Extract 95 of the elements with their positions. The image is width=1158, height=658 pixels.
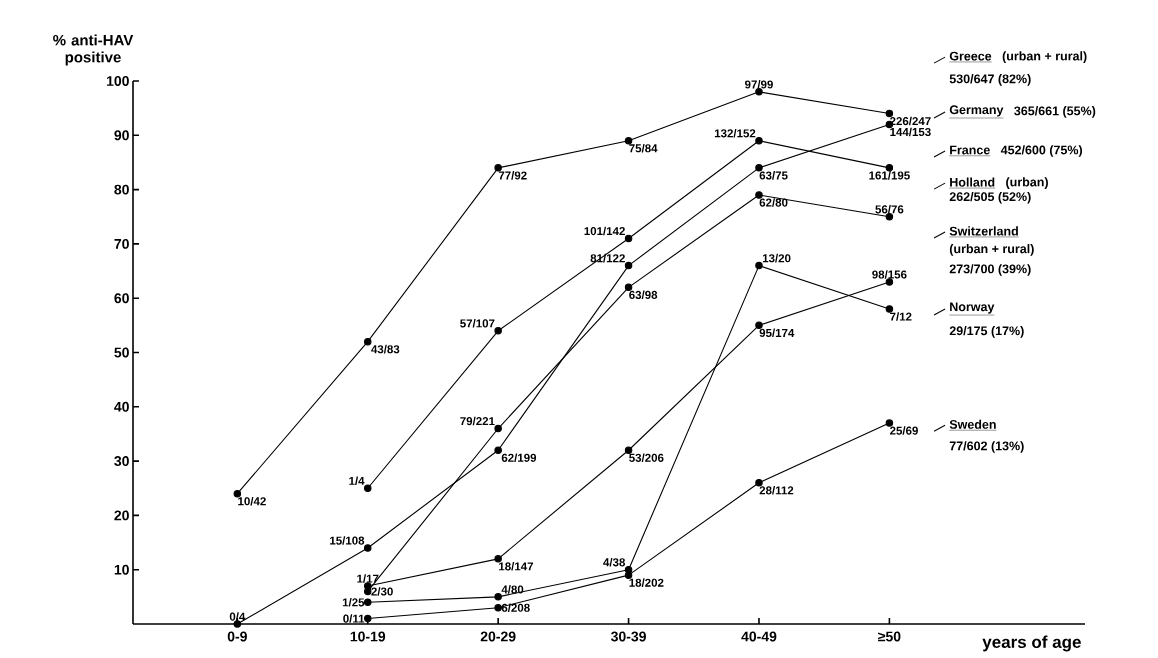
annotation: 144/153 xyxy=(890,127,931,137)
point xyxy=(885,419,894,427)
point xyxy=(233,489,242,498)
annotation: 63/98 xyxy=(629,290,658,300)
annotation: 53/206 xyxy=(629,453,664,463)
point xyxy=(755,164,763,172)
text: (urban) xyxy=(1006,177,1048,189)
point xyxy=(494,424,502,433)
point xyxy=(755,191,763,199)
x-tick-label: 40-49 xyxy=(741,631,777,642)
y-tick-label: 90 xyxy=(114,130,129,141)
annotation: 98/156 xyxy=(872,270,907,279)
text: (urban + rural) xyxy=(1002,51,1087,63)
legend-label: France xyxy=(950,145,990,155)
point xyxy=(363,544,372,552)
annotation: 7/12 xyxy=(890,312,912,321)
annotation: 63/75 xyxy=(759,171,788,180)
y-tick-label: 40 xyxy=(114,401,129,412)
annotation: 4/38 xyxy=(603,557,626,567)
point xyxy=(624,234,633,243)
point xyxy=(494,327,502,335)
annotation: 43/83 xyxy=(371,344,400,354)
legend-label: Greece xyxy=(949,51,992,61)
y-tick-label: 20 xyxy=(114,510,129,521)
legend-label: Germany xyxy=(949,105,1004,117)
annotation: 101/142 xyxy=(584,226,625,236)
x-tick-label: 10-19 xyxy=(350,631,386,642)
legend-label: Holland xyxy=(950,177,995,187)
point xyxy=(494,593,502,601)
x-tick-label: ≥50 xyxy=(878,631,901,642)
point xyxy=(755,479,763,487)
point xyxy=(494,164,502,172)
y-tick-label: 60 xyxy=(114,293,129,304)
x-tick-label: 30-39 xyxy=(610,631,646,642)
text: 452/600 (75%) xyxy=(1000,145,1083,157)
annotation: 62/80 xyxy=(759,198,788,207)
annotation: 132/152 xyxy=(714,128,756,138)
annotation: 4/80 xyxy=(501,585,524,594)
y-tick-label: 30 xyxy=(114,456,129,467)
annotation: 2/30 xyxy=(371,587,393,596)
annotation: 530/647 (82%) xyxy=(949,74,1031,86)
point xyxy=(624,261,633,270)
annotation: 13/20 xyxy=(762,253,791,263)
point xyxy=(494,555,502,563)
point xyxy=(885,305,894,313)
annotation: 262/505 (52%) xyxy=(949,191,1031,204)
point xyxy=(624,446,633,454)
annotation: 25/69 xyxy=(889,426,918,435)
annotation: 18/147 xyxy=(499,562,534,571)
point xyxy=(494,446,502,454)
annotation: 56/76 xyxy=(875,204,904,214)
annotation: 97/99 xyxy=(744,80,773,89)
annotation: 1/4 xyxy=(349,476,365,486)
point xyxy=(755,136,763,145)
annotation: 77/92 xyxy=(498,171,527,180)
annotation: 75/84 xyxy=(629,143,658,153)
annotation: 28/112 xyxy=(759,486,794,495)
annotation: 1/25 xyxy=(342,598,365,607)
point xyxy=(624,283,633,292)
annotation: 15/108 xyxy=(330,536,365,545)
annotation: 62/199 xyxy=(501,453,537,463)
point xyxy=(624,136,633,145)
annotation: 77/602 (13%) xyxy=(949,441,1024,453)
point xyxy=(363,484,372,492)
annotation: 95/174 xyxy=(759,328,795,338)
x-tick-label: 0-9 xyxy=(227,631,247,642)
point xyxy=(624,571,633,579)
x-tick-label: 20-29 xyxy=(480,631,516,642)
y-tick-label: 100 xyxy=(106,76,129,86)
y-tick-label: 70 xyxy=(114,238,129,249)
annotation: 18/202 xyxy=(629,578,664,587)
annotation: 6/208 xyxy=(501,603,530,612)
legend-label: Sweden xyxy=(949,419,996,429)
annotation: 0/4 xyxy=(229,612,246,621)
annotation: 1/17 xyxy=(357,574,379,583)
y-axis-title: % anti-HAV positive xyxy=(53,34,134,66)
y-tick-label: 10 xyxy=(114,564,129,575)
legend-label: Norway xyxy=(950,302,995,314)
x-axis-title: years of age xyxy=(982,635,1081,652)
y-tick-label: 50 xyxy=(114,347,129,358)
annotation: 29/175 (17%) xyxy=(949,326,1024,338)
legend-label: Switzerland xyxy=(949,226,1018,236)
annotation: 273/700 (39%) xyxy=(949,264,1031,276)
annotation: 161/195 xyxy=(869,171,910,180)
annotation: (urban + rural) xyxy=(949,244,1034,256)
annotation: 226/247 xyxy=(889,116,931,126)
annotation: 10/42 xyxy=(238,496,266,506)
text: 365/661 (55%) xyxy=(1014,106,1096,118)
point xyxy=(755,261,763,270)
annotation: 79/221 xyxy=(460,416,495,426)
point xyxy=(363,337,372,346)
point xyxy=(885,109,894,118)
y-tick-label: 80 xyxy=(114,184,129,195)
annotation: 0/11 xyxy=(343,614,365,623)
annotation: 57/107 xyxy=(460,319,495,328)
